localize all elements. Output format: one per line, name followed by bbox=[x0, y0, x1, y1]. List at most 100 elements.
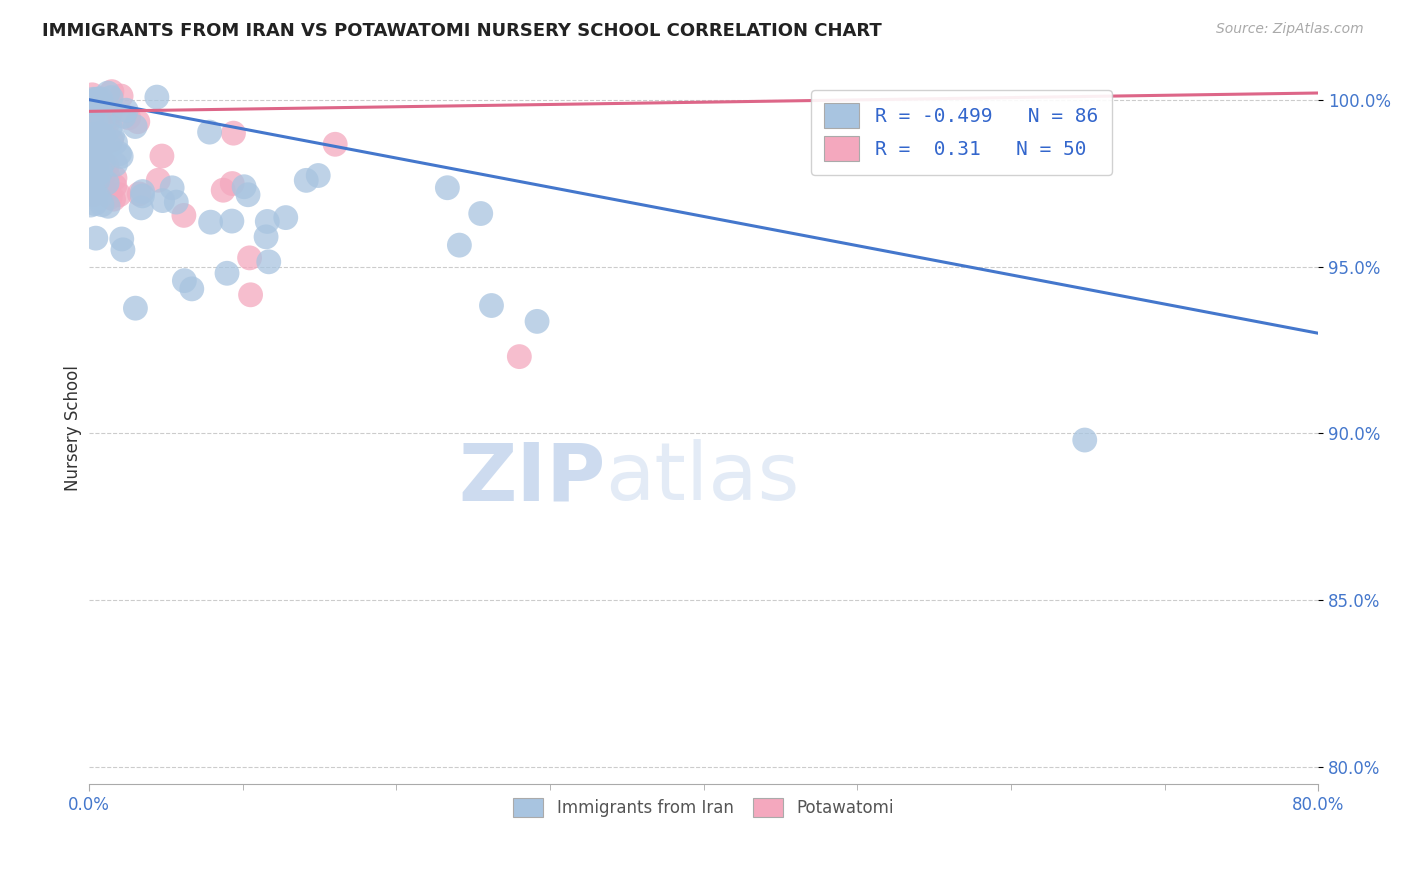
Point bbox=[84, 188, 107, 202]
Point bbox=[89, 136, 111, 150]
Point bbox=[233, 179, 256, 194]
Point bbox=[87, 132, 110, 146]
Point bbox=[295, 173, 318, 187]
Point bbox=[129, 201, 152, 215]
Point bbox=[80, 147, 103, 161]
Point bbox=[82, 139, 104, 153]
Point bbox=[80, 153, 103, 168]
Point bbox=[97, 112, 120, 126]
Point bbox=[80, 133, 103, 147]
Point bbox=[173, 208, 195, 222]
Point bbox=[1074, 433, 1097, 447]
Point bbox=[526, 314, 548, 328]
Text: Source: ZipAtlas.com: Source: ZipAtlas.com bbox=[1216, 22, 1364, 37]
Point bbox=[86, 92, 108, 106]
Point bbox=[449, 238, 471, 252]
Point bbox=[98, 106, 121, 120]
Point bbox=[80, 96, 103, 111]
Point bbox=[80, 102, 103, 116]
Point bbox=[84, 114, 107, 128]
Point bbox=[80, 145, 103, 159]
Point bbox=[96, 158, 118, 172]
Point bbox=[84, 231, 107, 245]
Point bbox=[86, 159, 108, 173]
Point bbox=[80, 198, 103, 212]
Point bbox=[307, 169, 329, 183]
Point bbox=[104, 157, 127, 171]
Point bbox=[101, 128, 124, 143]
Point bbox=[215, 266, 238, 280]
Point bbox=[111, 232, 134, 246]
Point bbox=[89, 191, 111, 205]
Point bbox=[112, 109, 135, 123]
Point bbox=[82, 107, 104, 121]
Point bbox=[93, 112, 115, 127]
Point bbox=[104, 179, 127, 194]
Point bbox=[98, 139, 121, 153]
Point bbox=[86, 136, 108, 150]
Point bbox=[83, 174, 105, 188]
Point bbox=[180, 282, 202, 296]
Point bbox=[97, 199, 120, 213]
Point bbox=[90, 197, 112, 211]
Point bbox=[104, 136, 127, 150]
Point bbox=[222, 126, 245, 140]
Point bbox=[256, 214, 278, 228]
Point bbox=[103, 192, 125, 206]
Point bbox=[83, 187, 105, 202]
Point bbox=[87, 174, 110, 188]
Point bbox=[86, 168, 108, 182]
Point bbox=[82, 174, 104, 188]
Point bbox=[110, 89, 132, 103]
Point bbox=[470, 206, 492, 220]
Point bbox=[100, 90, 122, 104]
Point bbox=[148, 173, 170, 187]
Point bbox=[221, 177, 243, 191]
Point bbox=[84, 182, 107, 196]
Point bbox=[89, 119, 111, 133]
Point bbox=[150, 149, 173, 163]
Point bbox=[200, 215, 222, 229]
Point bbox=[101, 85, 124, 99]
Point bbox=[83, 150, 105, 164]
Point bbox=[100, 133, 122, 147]
Point bbox=[104, 171, 127, 186]
Point bbox=[80, 176, 103, 190]
Text: IMMIGRANTS FROM IRAN VS POTAWATOMI NURSERY SCHOOL CORRELATION CHART: IMMIGRANTS FROM IRAN VS POTAWATOMI NURSE… bbox=[42, 22, 882, 40]
Point bbox=[239, 288, 262, 302]
Point bbox=[83, 95, 105, 110]
Legend: Immigrants from Iran, Potawatomi: Immigrants from Iran, Potawatomi bbox=[505, 789, 903, 825]
Point bbox=[508, 350, 530, 364]
Point bbox=[82, 126, 104, 140]
Point bbox=[87, 158, 110, 172]
Point bbox=[127, 114, 149, 128]
Point bbox=[239, 251, 262, 265]
Point bbox=[84, 196, 107, 211]
Point bbox=[160, 181, 183, 195]
Point bbox=[97, 169, 120, 183]
Point bbox=[86, 129, 108, 144]
Point bbox=[110, 149, 132, 163]
Point bbox=[82, 92, 104, 106]
Point bbox=[254, 230, 277, 244]
Text: atlas: atlas bbox=[606, 439, 800, 517]
Point bbox=[80, 95, 103, 109]
Point bbox=[124, 301, 146, 315]
Point bbox=[80, 145, 103, 160]
Point bbox=[93, 128, 115, 143]
Point bbox=[257, 255, 280, 269]
Point bbox=[80, 144, 103, 158]
Point bbox=[86, 92, 108, 106]
Point bbox=[82, 87, 104, 102]
Point bbox=[96, 176, 118, 190]
Point bbox=[436, 180, 458, 194]
Point bbox=[481, 299, 503, 313]
Point bbox=[117, 111, 139, 125]
Point bbox=[108, 146, 131, 161]
Point bbox=[128, 186, 150, 201]
Point bbox=[82, 183, 104, 197]
Text: ZIP: ZIP bbox=[458, 439, 606, 517]
Point bbox=[90, 141, 112, 155]
Point bbox=[82, 99, 104, 113]
Point bbox=[93, 183, 115, 197]
